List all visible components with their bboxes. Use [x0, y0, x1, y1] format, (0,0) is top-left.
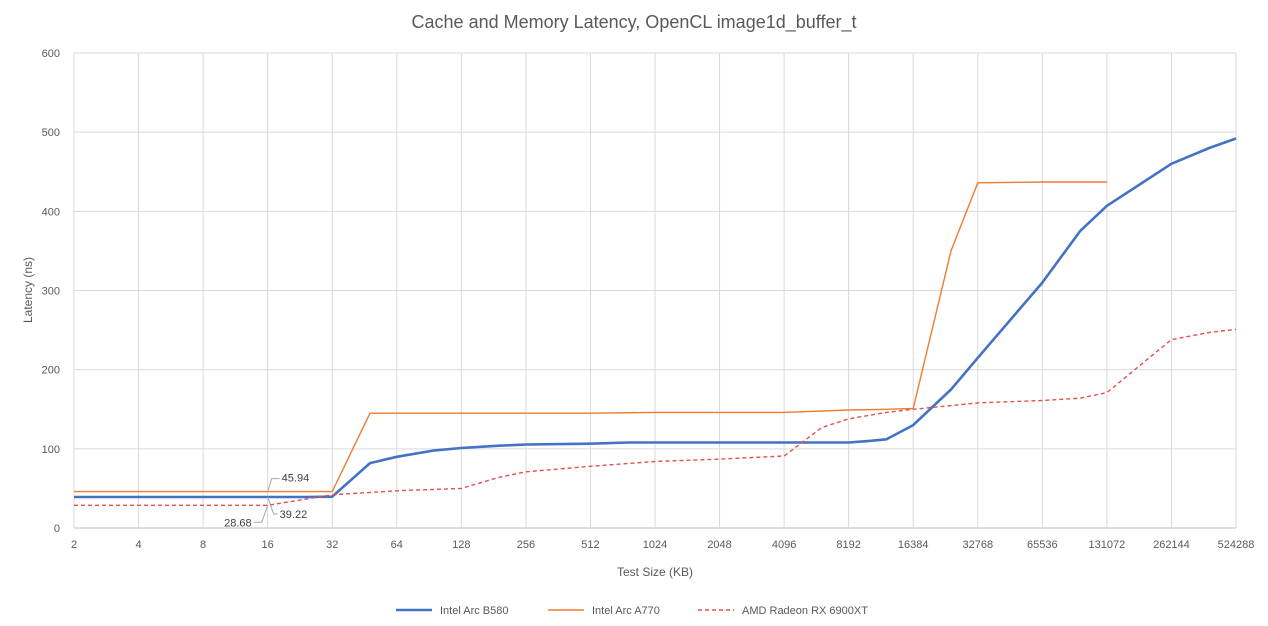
y-tick-label: 500: [42, 127, 60, 139]
y-tick-label: 300: [42, 286, 60, 298]
x-tick-label: 8: [200, 539, 206, 551]
y-tick-label: 400: [42, 206, 60, 218]
callout-leader: [267, 478, 280, 492]
x-tick-label: 256: [517, 539, 535, 551]
y-tick-label: 0: [54, 523, 60, 535]
x-tick-label: 512: [581, 539, 599, 551]
x-axis-ticks: 2 4 8 16 32 64 128 256 512 1024 2048 4096 8192 16384 3…: [71, 539, 1254, 551]
x-tick-label: 32768: [962, 539, 993, 551]
x-tick-label: 2: [71, 539, 77, 551]
x-tick-label: 524288: [1218, 539, 1255, 551]
x-tick-label: 4096: [772, 539, 796, 551]
x-tick-label: 16: [262, 539, 274, 551]
x-tick-label: 1024: [643, 539, 667, 551]
x-tick-label: 8192: [836, 539, 860, 551]
x-tick-label: 131072: [1089, 539, 1126, 551]
y-tick-label: 200: [42, 365, 60, 377]
series-lines: [74, 137, 1237, 506]
legend-label-2: Intel Arc A770: [592, 605, 660, 617]
legend-label-3: AMD Radeon RX 6900XT: [742, 605, 868, 617]
chart-title: Cache and Memory Latency, OpenCL image1d…: [412, 12, 857, 33]
y-tick-label: 100: [42, 444, 60, 456]
data-label: 39.22: [280, 509, 308, 521]
grid-lines: [73, 52, 1237, 529]
legend: Intel Arc B580 Intel Arc A770 AMD Radeon R…: [396, 605, 868, 617]
x-tick-label: 128: [452, 539, 470, 551]
y-axis-ticks: 0 100 200 300 400 500 600: [42, 48, 60, 535]
callout-leader: [253, 505, 269, 523]
callout-leader: [267, 496, 278, 515]
y-tick-label: 600: [42, 48, 60, 60]
legend-label-1: Intel Arc B580: [440, 605, 509, 617]
x-tick-label: 2048: [707, 539, 731, 551]
x-axis-title: Test Size (KB): [617, 565, 693, 579]
x-tick-label: 64: [391, 539, 403, 551]
y-axis-title: Latency (ns): [21, 257, 35, 323]
x-tick-label: 65536: [1027, 539, 1058, 551]
data-label-callouts: 45.94 39.22 28.68: [224, 473, 309, 530]
series-line-2: [74, 181, 1107, 493]
x-tick-label: 16384: [898, 539, 929, 551]
series-line-1: [74, 137, 1237, 499]
x-tick-label: 262144: [1153, 539, 1190, 551]
data-label: 45.94: [282, 473, 310, 485]
data-label: 28.68: [224, 517, 252, 529]
x-tick-label: 32: [326, 539, 338, 551]
x-tick-label: 4: [135, 539, 141, 551]
series-line-3: [74, 328, 1237, 506]
